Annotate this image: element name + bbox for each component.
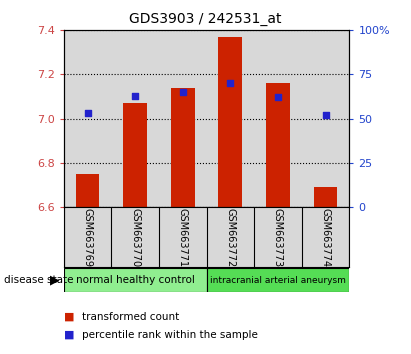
Text: GSM663769: GSM663769 [83, 208, 92, 267]
Bar [123, 103, 147, 207]
Text: ■: ■ [64, 330, 74, 339]
Text: GSM663772: GSM663772 [225, 207, 236, 267]
Bar [218, 37, 242, 207]
Point [227, 80, 233, 86]
Point [322, 112, 329, 118]
Text: GSM663774: GSM663774 [321, 207, 330, 267]
Text: GSM663770: GSM663770 [130, 207, 140, 267]
Text: GSM663771: GSM663771 [178, 207, 188, 267]
Bar [314, 187, 337, 207]
Text: transformed count: transformed count [82, 312, 180, 322]
Text: ■: ■ [64, 312, 74, 322]
Text: ▶: ▶ [50, 274, 60, 286]
Bar [266, 83, 290, 207]
Text: intracranial arterial aneurysm: intracranial arterial aneurysm [210, 275, 346, 285]
Text: disease state: disease state [4, 275, 74, 285]
Point [180, 89, 186, 95]
Text: percentile rank within the sample: percentile rank within the sample [82, 330, 258, 339]
Text: GSM663773: GSM663773 [273, 207, 283, 267]
Bar [206, 268, 349, 292]
Bar [64, 268, 206, 292]
Bar [76, 174, 99, 207]
Point [275, 95, 281, 100]
Text: normal healthy control: normal healthy control [76, 275, 194, 285]
Text: GDS3903 / 242531_at: GDS3903 / 242531_at [129, 12, 282, 27]
Bar [171, 88, 195, 207]
Point [132, 93, 139, 98]
Point [84, 110, 91, 116]
